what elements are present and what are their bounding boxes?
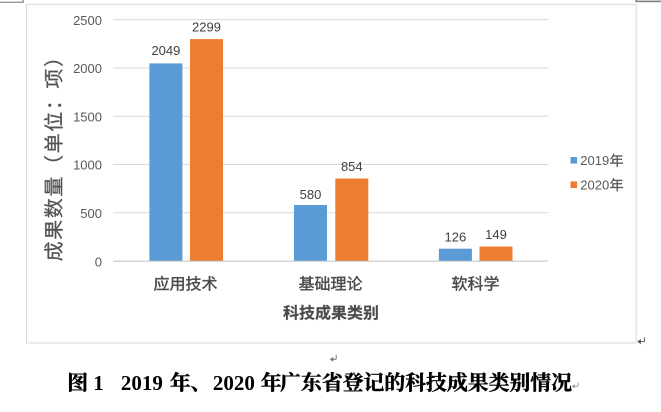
svg-text:2019: 2019 [580,153,609,168]
svg-text:1500: 1500 [73,109,102,124]
svg-text:2500: 2500 [73,13,102,28]
svg-text:1000: 1000 [73,158,102,173]
svg-text:2020: 2020 [213,371,255,395]
svg-text:2299: 2299 [192,20,221,35]
svg-text:580: 580 [300,187,322,202]
svg-text:0: 0 [95,254,102,269]
svg-text:2019: 2019 [121,371,163,395]
svg-text:1: 1 [93,371,104,395]
svg-text:2049: 2049 [151,43,180,58]
svg-text:126: 126 [445,229,467,244]
svg-text:2020: 2020 [580,177,609,192]
svg-text:854: 854 [341,159,363,174]
svg-text:500: 500 [80,206,102,221]
svg-text:2000: 2000 [73,61,102,76]
svg-text:149: 149 [485,227,507,242]
